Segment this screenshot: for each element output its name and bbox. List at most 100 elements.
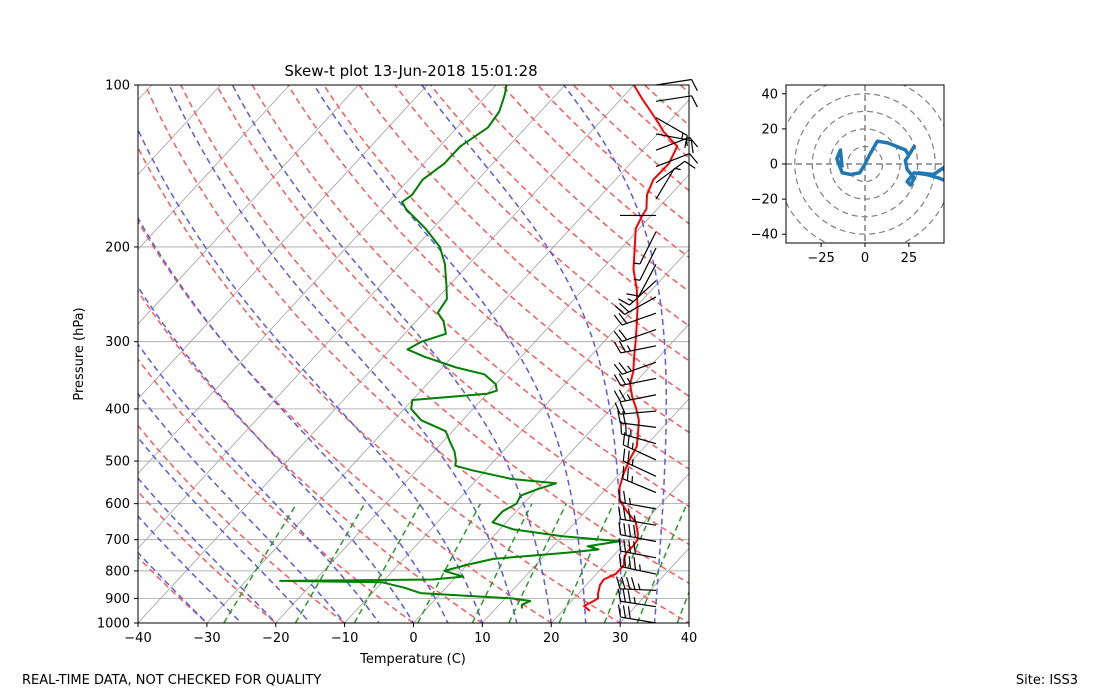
wind-barb-half-feather	[626, 345, 632, 352]
wind-barb	[655, 95, 692, 102]
isotherm-line	[344, 248, 689, 623]
wind-barb	[639, 247, 657, 281]
profile-lines	[279, 85, 679, 612]
mixing-ratio-line	[353, 503, 422, 623]
isotherm-line	[550, 472, 689, 623]
wind-barb-half-feather	[627, 365, 632, 372]
y-tick-label: 700	[105, 533, 130, 548]
hodograph-ticks: −25 0 25 −40 −20 0 20 40	[751, 87, 918, 266]
wind-barb-feather	[613, 390, 622, 403]
wind-barb	[629, 280, 657, 306]
isotherm-line	[206, 99, 689, 623]
wind-barb-feather	[618, 489, 622, 503]
x-axis-label: Temperature (C)	[359, 652, 466, 667]
x-axis-ticks: −40 −30 −20 −10 0 10 20 30 40	[124, 623, 697, 646]
wind-barb-feather	[623, 539, 627, 553]
moist-adiabat	[231, 85, 553, 623]
hodograph-x-tick-label: 25	[901, 251, 918, 266]
wind-barb	[620, 534, 657, 543]
wind-barb-feather	[691, 95, 698, 108]
dry-adiabat	[215, 85, 689, 546]
skewt-panel: Skew-t plot 13-Jun-2018 15:01:28 −40 −30 −…	[72, 62, 699, 667]
dry-adiabat	[322, 85, 689, 434]
wind-barb-feather	[622, 410, 626, 424]
dry-adiabat	[138, 556, 209, 623]
moist-adiabat	[138, 392, 346, 623]
x-tick-label: −40	[124, 631, 151, 646]
hodograph-line	[835, 139, 944, 187]
wind-barb-feather	[619, 303, 630, 313]
isotherm-line	[138, 85, 359, 325]
dry-adiabat	[679, 85, 689, 94]
mixing-ratio-line	[223, 503, 298, 623]
wind-barb-feather	[617, 588, 622, 602]
wind-barb	[620, 566, 657, 575]
moist-adiabat	[138, 216, 449, 623]
wind-barb-feather	[618, 313, 628, 324]
dry-adiabat	[144, 85, 689, 623]
x-tick-label: 10	[474, 631, 491, 646]
wind-barb-half-feather	[637, 583, 641, 590]
wind-barb-feather	[620, 576, 626, 590]
isotherm-line	[138, 85, 497, 475]
wind-barb-half-feather	[633, 278, 640, 281]
wind-barb-feather	[623, 490, 627, 504]
dry-adiabat	[287, 85, 689, 470]
dry-adiabat	[358, 85, 689, 398]
wind-barb-feather	[613, 374, 622, 386]
y-tick-label: 1000	[97, 617, 130, 632]
mixing-ratio-line	[558, 503, 615, 623]
x-tick-label: −10	[331, 631, 358, 646]
wind-barb	[638, 264, 657, 297]
wind-barbs	[613, 78, 699, 624]
moist-adiabat	[563, 85, 668, 623]
y-axis-label: Pressure (hPa)	[72, 307, 87, 400]
wind-barb-feather	[628, 540, 632, 554]
wind-barb-feather	[690, 140, 694, 154]
wind-barb-feather	[614, 305, 625, 315]
hodograph-y-tick-label: −40	[751, 228, 778, 243]
y-tick-label: 900	[105, 592, 130, 607]
wind-barb-feather	[618, 522, 622, 535]
wind-barb-feather	[614, 402, 621, 415]
wind-barb-half-feather	[681, 132, 684, 140]
wind-barb-half-feather	[627, 298, 634, 303]
y-tick-label: 200	[105, 240, 130, 255]
mixing-ratio-line	[471, 503, 533, 623]
hodograph-panel: −25 0 25 −40 −20 0 20 40	[751, 84, 945, 266]
wind-barb-feather	[617, 604, 622, 618]
mixing-ratio-line	[676, 590, 689, 623]
wind-barb-feather	[633, 524, 636, 538]
wind-barb-feather	[618, 329, 628, 341]
hodograph-trace	[835, 139, 944, 187]
wind-barb	[655, 133, 692, 142]
chart-title: Skew-t plot 13-Jun-2018 15:01:28	[284, 62, 537, 80]
wind-barb	[620, 550, 657, 559]
wind-barb	[623, 460, 657, 477]
wind-barb-feather	[627, 590, 631, 603]
wind-barb-feather	[613, 314, 623, 326]
wind-barb	[620, 410, 657, 415]
y-tick-label: 100	[105, 79, 130, 94]
isotherm-line	[481, 398, 689, 623]
isotherm-line	[138, 85, 566, 549]
dry-adiabat	[429, 85, 689, 327]
wind-barb	[620, 345, 657, 354]
wind-barb	[620, 518, 657, 526]
wind-barb	[622, 478, 657, 494]
dry-adiabat	[394, 85, 689, 362]
wind-barb-half-feather	[631, 442, 634, 450]
y-tick-label: 400	[105, 402, 130, 417]
x-tick-label: 30	[612, 631, 629, 646]
x-tick-label: −30	[193, 631, 220, 646]
wind-barb	[623, 444, 657, 461]
wind-barb-feather	[625, 576, 631, 590]
dry-adiabat	[572, 85, 689, 192]
wind-barb	[621, 312, 657, 326]
wind-barb-feather	[618, 553, 622, 567]
moist-adiabat	[138, 343, 381, 623]
wind-barb-feather	[615, 576, 621, 589]
wind-barb-feather	[618, 506, 622, 520]
wind-barb-half-feather	[633, 597, 636, 604]
wind-barb-half-feather	[626, 377, 632, 384]
